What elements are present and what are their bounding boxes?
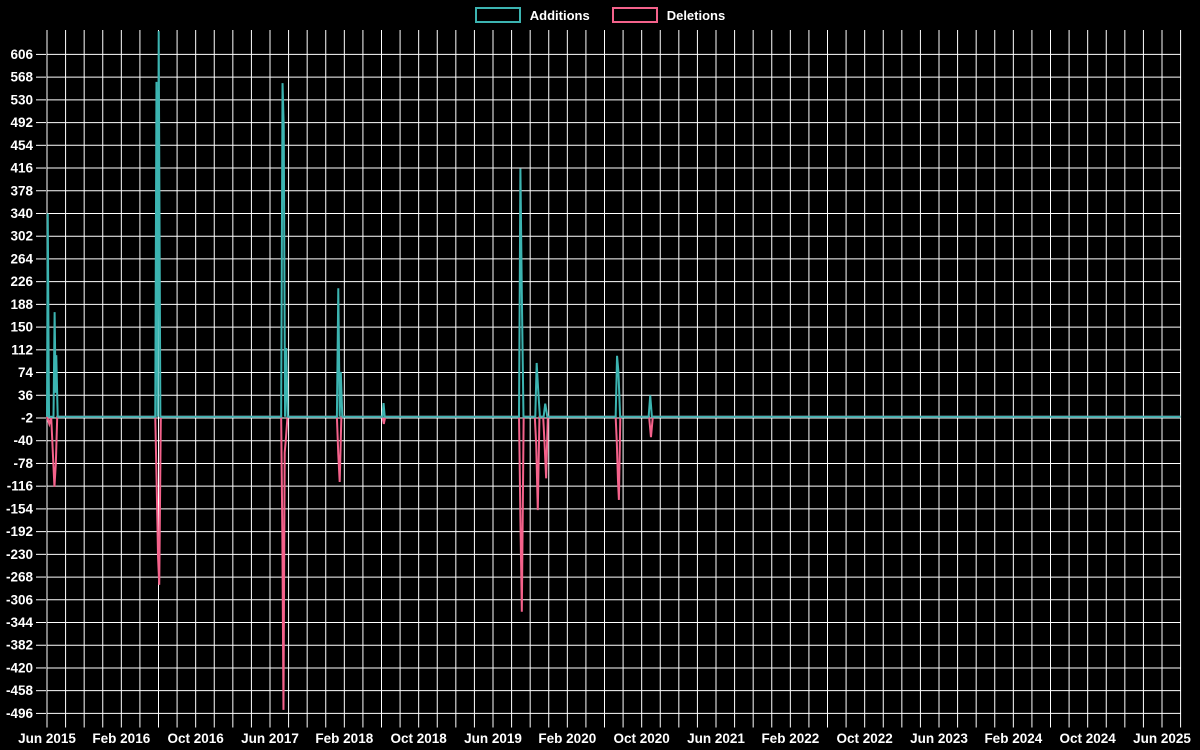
y-tick-label: 36 — [18, 388, 34, 403]
y-tick-label: 492 — [10, 115, 33, 130]
x-tick-label: Oct 2024 — [1060, 731, 1117, 746]
y-tick-label: -192 — [6, 524, 33, 539]
y-tick-label: -382 — [6, 638, 33, 653]
gridlines — [36, 30, 1182, 728]
x-tick-label: Oct 2018 — [391, 731, 448, 746]
legend-label-deletions: Deletions — [666, 7, 726, 23]
y-tick-label: -230 — [6, 547, 33, 562]
legend-item-deletions[interactable]: Deletions — [611, 7, 726, 23]
y-tick-label: 378 — [10, 183, 33, 198]
y-tick-label: 340 — [10, 206, 33, 221]
x-tick-label: Jun 2021 — [687, 731, 745, 746]
y-tick-label: -78 — [13, 456, 33, 471]
y-tick-label: 454 — [10, 138, 33, 153]
legend-label-additions: Additions — [529, 7, 590, 23]
y-tick-label: 606 — [10, 47, 33, 62]
y-tick-label: -344 — [6, 615, 34, 630]
y-tick-label: -268 — [6, 570, 34, 585]
y-tick-label: -496 — [6, 706, 34, 721]
x-axis-labels: Jun 2015 Feb 2016 Oct 2016 Jun 2017 Feb 2018… — [18, 731, 1191, 746]
x-tick-label: Oct 2016 — [168, 731, 225, 746]
y-tick-label: -154 — [6, 501, 34, 516]
y-tick-label: 264 — [10, 251, 33, 266]
y-tick-label: 530 — [10, 92, 33, 107]
y-tick-label: 568 — [10, 70, 33, 85]
deletions-swatch-icon — [611, 7, 658, 23]
y-tick-label: -40 — [13, 433, 33, 448]
x-tick-label: Feb 2018 — [315, 731, 373, 746]
y-tick-label: 302 — [10, 229, 33, 244]
y-tick-label: 74 — [18, 365, 34, 380]
x-tick-label: Oct 2020 — [614, 731, 670, 746]
x-tick-label: Jun 2019 — [464, 731, 522, 746]
x-tick-label: Jun 2017 — [241, 731, 299, 746]
legend-item-additions[interactable]: Additions — [474, 7, 590, 23]
x-tick-label: Feb 2020 — [538, 731, 596, 746]
y-tick-label: 226 — [10, 274, 33, 289]
x-tick-label: Jun 2015 — [18, 731, 76, 746]
x-tick-label: Feb 2022 — [761, 731, 819, 746]
y-tick-label: -306 — [6, 592, 34, 607]
y-tick-label: -458 — [6, 683, 34, 698]
series-line-additions — [46, 31, 1181, 418]
x-tick-label: Jun 2025 — [1133, 731, 1191, 746]
y-tick-label: -116 — [7, 479, 34, 494]
x-tick-label: Feb 2024 — [984, 731, 1042, 746]
series-group — [46, 31, 1181, 710]
y-tick-label: 416 — [10, 161, 33, 176]
series-line-deletions — [46, 415, 1181, 710]
x-tick-label: Oct 2022 — [837, 731, 893, 746]
chart-legend: Additions Deletions — [0, 7, 1200, 23]
additions-swatch-icon — [474, 7, 521, 23]
y-tick-label: 188 — [10, 297, 33, 312]
y-tick-label: 150 — [10, 320, 33, 335]
y-tick-label: -2 — [21, 410, 33, 425]
y-axis-labels: 606 568 530 492 454 416 378 340 302 264 226 188 150 1… — [6, 47, 34, 721]
y-tick-label: 112 — [11, 342, 33, 357]
y-tick-label: -420 — [6, 660, 33, 675]
x-tick-label: Feb 2016 — [92, 731, 150, 746]
x-tick-label: Jun 2023 — [910, 731, 968, 746]
